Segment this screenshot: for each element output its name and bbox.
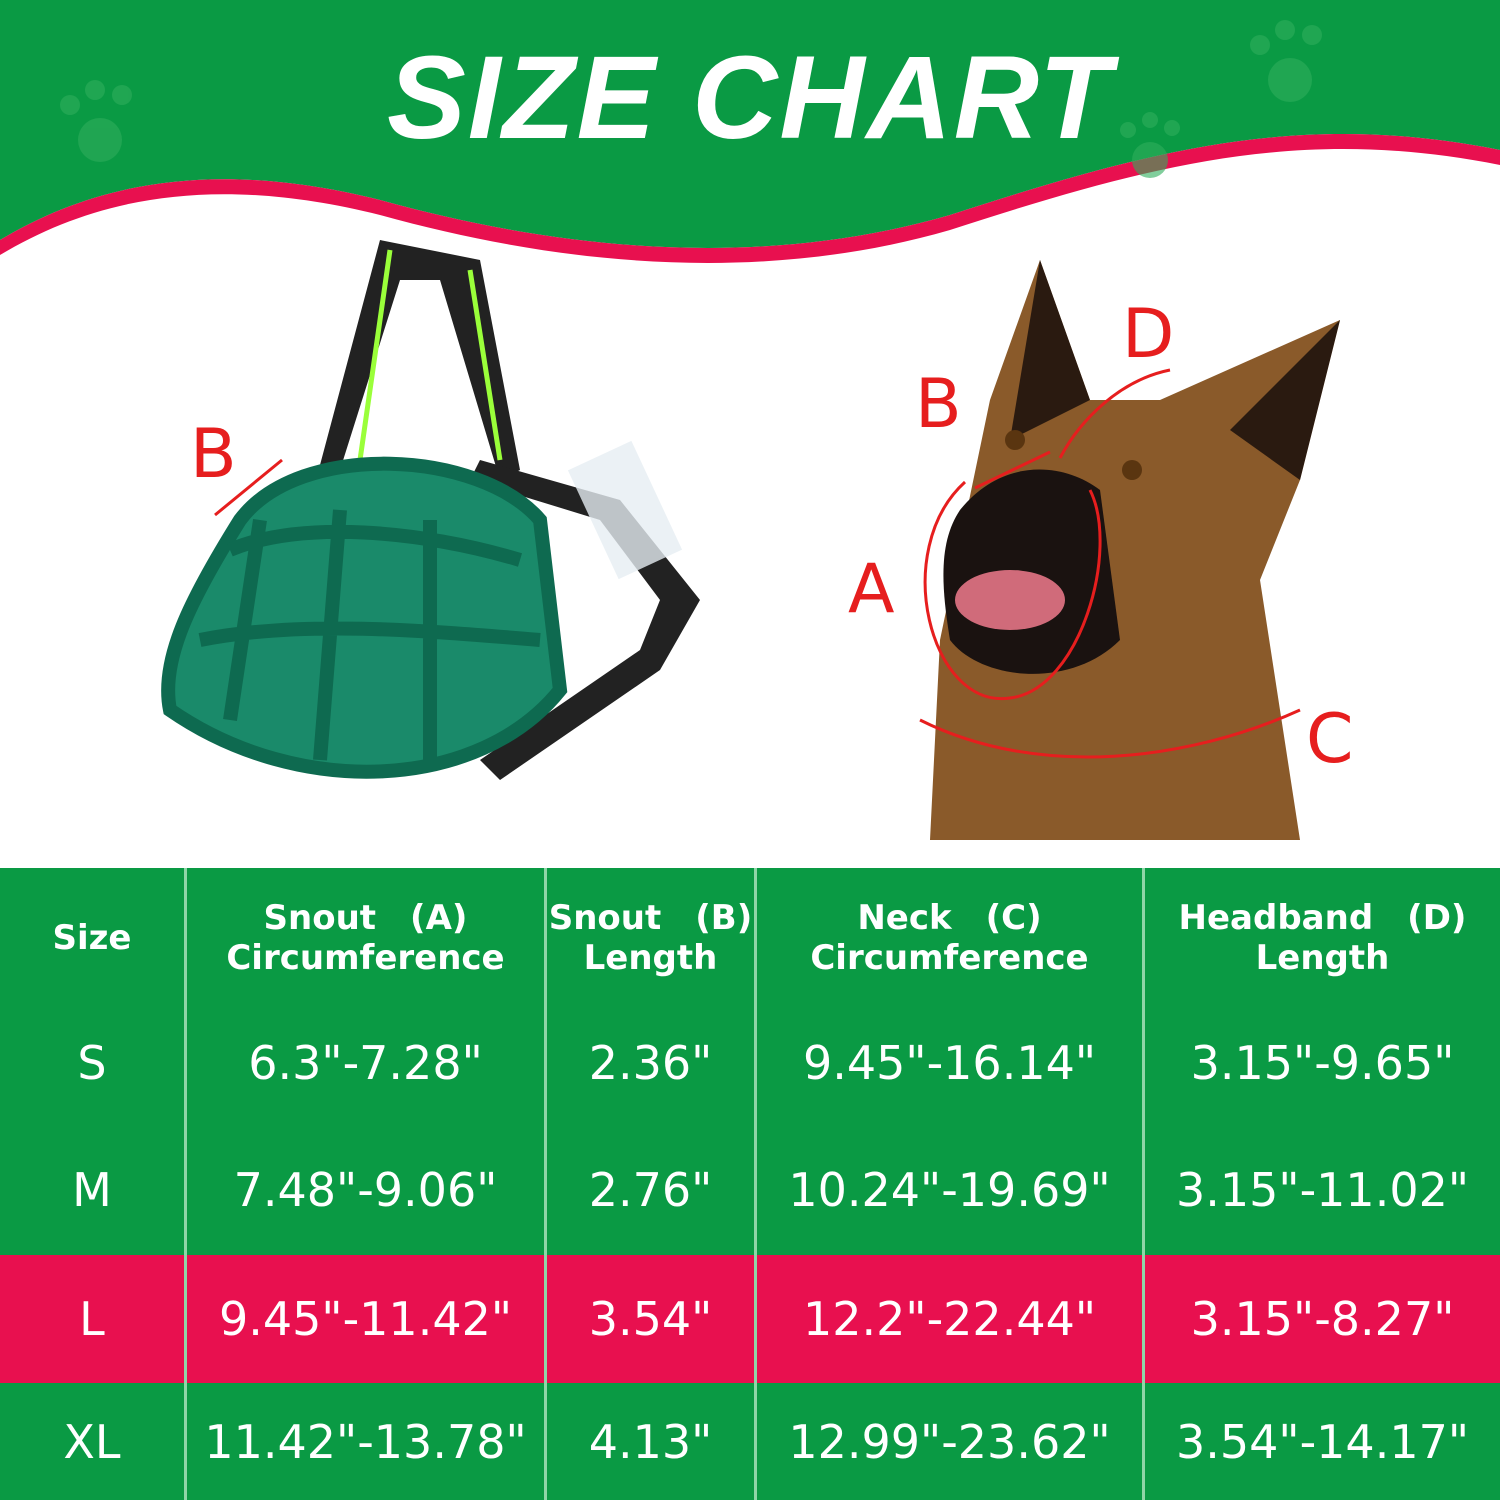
cell-snout-circ: 6.3"-7.28" <box>187 1000 547 1125</box>
header-size: Size <box>0 868 187 1000</box>
cell-headband: 3.15"-9.65" <box>1190 1035 1455 1090</box>
header-snout-len: Snout (B) Length <box>547 868 757 1000</box>
table-row: M 7.48"-9.06" 2.76" 10.24"-19.69" 3.15"-11.0… <box>0 1125 1500 1255</box>
cell-snout-len: 4.13" <box>547 1383 757 1500</box>
cell-snout-len: 2.36" <box>547 1000 757 1125</box>
cell-snout-circ: 9.45"-11.42" <box>187 1255 547 1383</box>
header-headband: Headband (D) Length <box>1145 868 1500 1000</box>
cell-headband: 3.54"-14.17" <box>1175 1414 1470 1469</box>
illustration-area: B A B C D <box>0 220 1500 860</box>
muzzle-label-b: B <box>190 415 237 494</box>
header-text: Snout (A) <box>263 898 468 938</box>
cell-snout-len: 2.76" <box>547 1125 757 1255</box>
title-banner <box>0 0 1500 263</box>
cell-neck: 10.24"-19.69" <box>757 1125 1145 1255</box>
cell-snout-circ: 11.42"-13.78" <box>187 1383 547 1500</box>
header-text: Snout (B) <box>548 898 753 938</box>
header-text: Circumference <box>226 938 505 978</box>
cell-headband: 3.15"-11.02" <box>1175 1163 1470 1217</box>
cell-size: S <box>0 1000 187 1125</box>
arrow-d <box>1058 368 1171 459</box>
table-row: L 9.45"-11.42" 3.54" 12.2"-22.44" 3.15"-8.27… <box>0 1255 1500 1383</box>
cell-neck: 12.2"-22.44" <box>757 1255 1145 1383</box>
header-text: Neck (C) <box>857 898 1042 938</box>
cell-size: L <box>0 1255 187 1383</box>
table-header: Size Snout (A) Circumference Snout (B) Len… <box>0 868 1500 1000</box>
dog-image <box>919 260 1340 840</box>
header-text: Headband (D) <box>1178 898 1467 938</box>
cell-size: XL <box>0 1383 187 1500</box>
arrow-b-muzzle <box>214 458 283 517</box>
paw-print-icon <box>60 20 1322 178</box>
arrow-a <box>923 480 1102 701</box>
muzzle-image <box>161 240 700 780</box>
header-text: Size <box>52 918 132 958</box>
arrow-b-dog <box>974 450 1051 490</box>
page-title: SIZE CHART <box>387 32 1113 164</box>
table-row: S 6.3"-7.28" 2.36" 9.45"-16.14" 3.15"-9.65" <box>0 1000 1500 1125</box>
cell-size: M <box>0 1125 187 1255</box>
dog-label-b: B <box>915 365 962 444</box>
dog-label-c: C <box>1306 700 1354 779</box>
table-row: XL 11.42"-13.78" 4.13" 12.99"-23.62" 3.54"-1… <box>0 1383 1500 1500</box>
cell-headband: 3.15"-8.27" <box>1190 1292 1455 1346</box>
arrow-c <box>919 708 1301 759</box>
cell-snout-len: 3.54" <box>547 1255 757 1383</box>
size-table: Size Snout (A) Circumference Snout (B) Len… <box>0 868 1500 1500</box>
header-text: Length <box>583 938 718 978</box>
header-neck: Neck (C) Circumference <box>757 868 1145 1000</box>
dog-label-a: A <box>848 550 895 629</box>
cell-snout-circ: 7.48"-9.06" <box>187 1125 547 1255</box>
header-snout-circ: Snout (A) Circumference <box>187 868 547 1000</box>
dog-label-d: D <box>1122 295 1175 374</box>
cell-neck: 12.99"-23.62" <box>757 1383 1145 1500</box>
header-text: Length <box>1255 938 1390 978</box>
cell-neck: 9.45"-16.14" <box>757 1000 1145 1125</box>
header-text: Circumference <box>810 938 1089 978</box>
